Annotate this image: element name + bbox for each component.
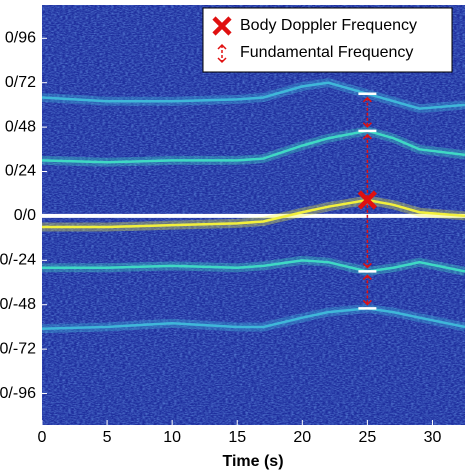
legend-label: Body Doppler Frequency bbox=[240, 17, 417, 34]
arrow-head bbox=[362, 122, 372, 128]
trace bbox=[42, 81, 465, 110]
plot-area bbox=[42, 78, 465, 334]
arrow-head bbox=[362, 96, 372, 103]
legend-label: Fundamental Frequency bbox=[240, 44, 413, 61]
arrow-head bbox=[362, 262, 372, 269]
arrow-head bbox=[362, 133, 372, 140]
y-tick-label: 0/96 bbox=[5, 30, 36, 47]
y-tick-label: 0/-48 bbox=[0, 296, 36, 313]
body-doppler-marker bbox=[357, 190, 377, 210]
x-tick-label: 10 bbox=[163, 429, 181, 446]
legend-symbol bbox=[217, 57, 227, 64]
x-tick-label: 20 bbox=[293, 429, 311, 446]
y-tick-label: 0/48 bbox=[5, 118, 36, 135]
trace bbox=[42, 129, 465, 164]
x-tick-label: 30 bbox=[424, 429, 442, 446]
legend-symbol bbox=[212, 16, 232, 36]
x-axis-label: Time (s) bbox=[222, 453, 283, 470]
x-tick-label: 5 bbox=[103, 429, 112, 446]
x-tick-label: 25 bbox=[358, 429, 376, 446]
y-tick-label: 0/72 bbox=[5, 74, 36, 91]
axes: 0 5 10 15 20 25 30 0/96 0/72 0/48 0/24 0/0 0/-24 0/-4… bbox=[0, 30, 441, 447]
arrow-head bbox=[362, 299, 372, 306]
trace bbox=[42, 307, 465, 331]
y-tick-label: 0/-24 bbox=[0, 252, 36, 269]
y-tick-label: 0/-72 bbox=[0, 340, 36, 357]
y-tick-label: 0/0 bbox=[14, 207, 36, 224]
trace bbox=[42, 259, 465, 273]
x-tick-label: 0 bbox=[38, 429, 47, 446]
x-tick-label: 15 bbox=[228, 429, 246, 446]
legend-box bbox=[202, 7, 453, 73]
y-tick-label: 0/-96 bbox=[0, 385, 36, 402]
arrow-head bbox=[362, 274, 372, 280]
trace bbox=[42, 198, 465, 229]
y-tick-label: 0/24 bbox=[5, 163, 36, 180]
legend-symbol bbox=[217, 43, 227, 50]
